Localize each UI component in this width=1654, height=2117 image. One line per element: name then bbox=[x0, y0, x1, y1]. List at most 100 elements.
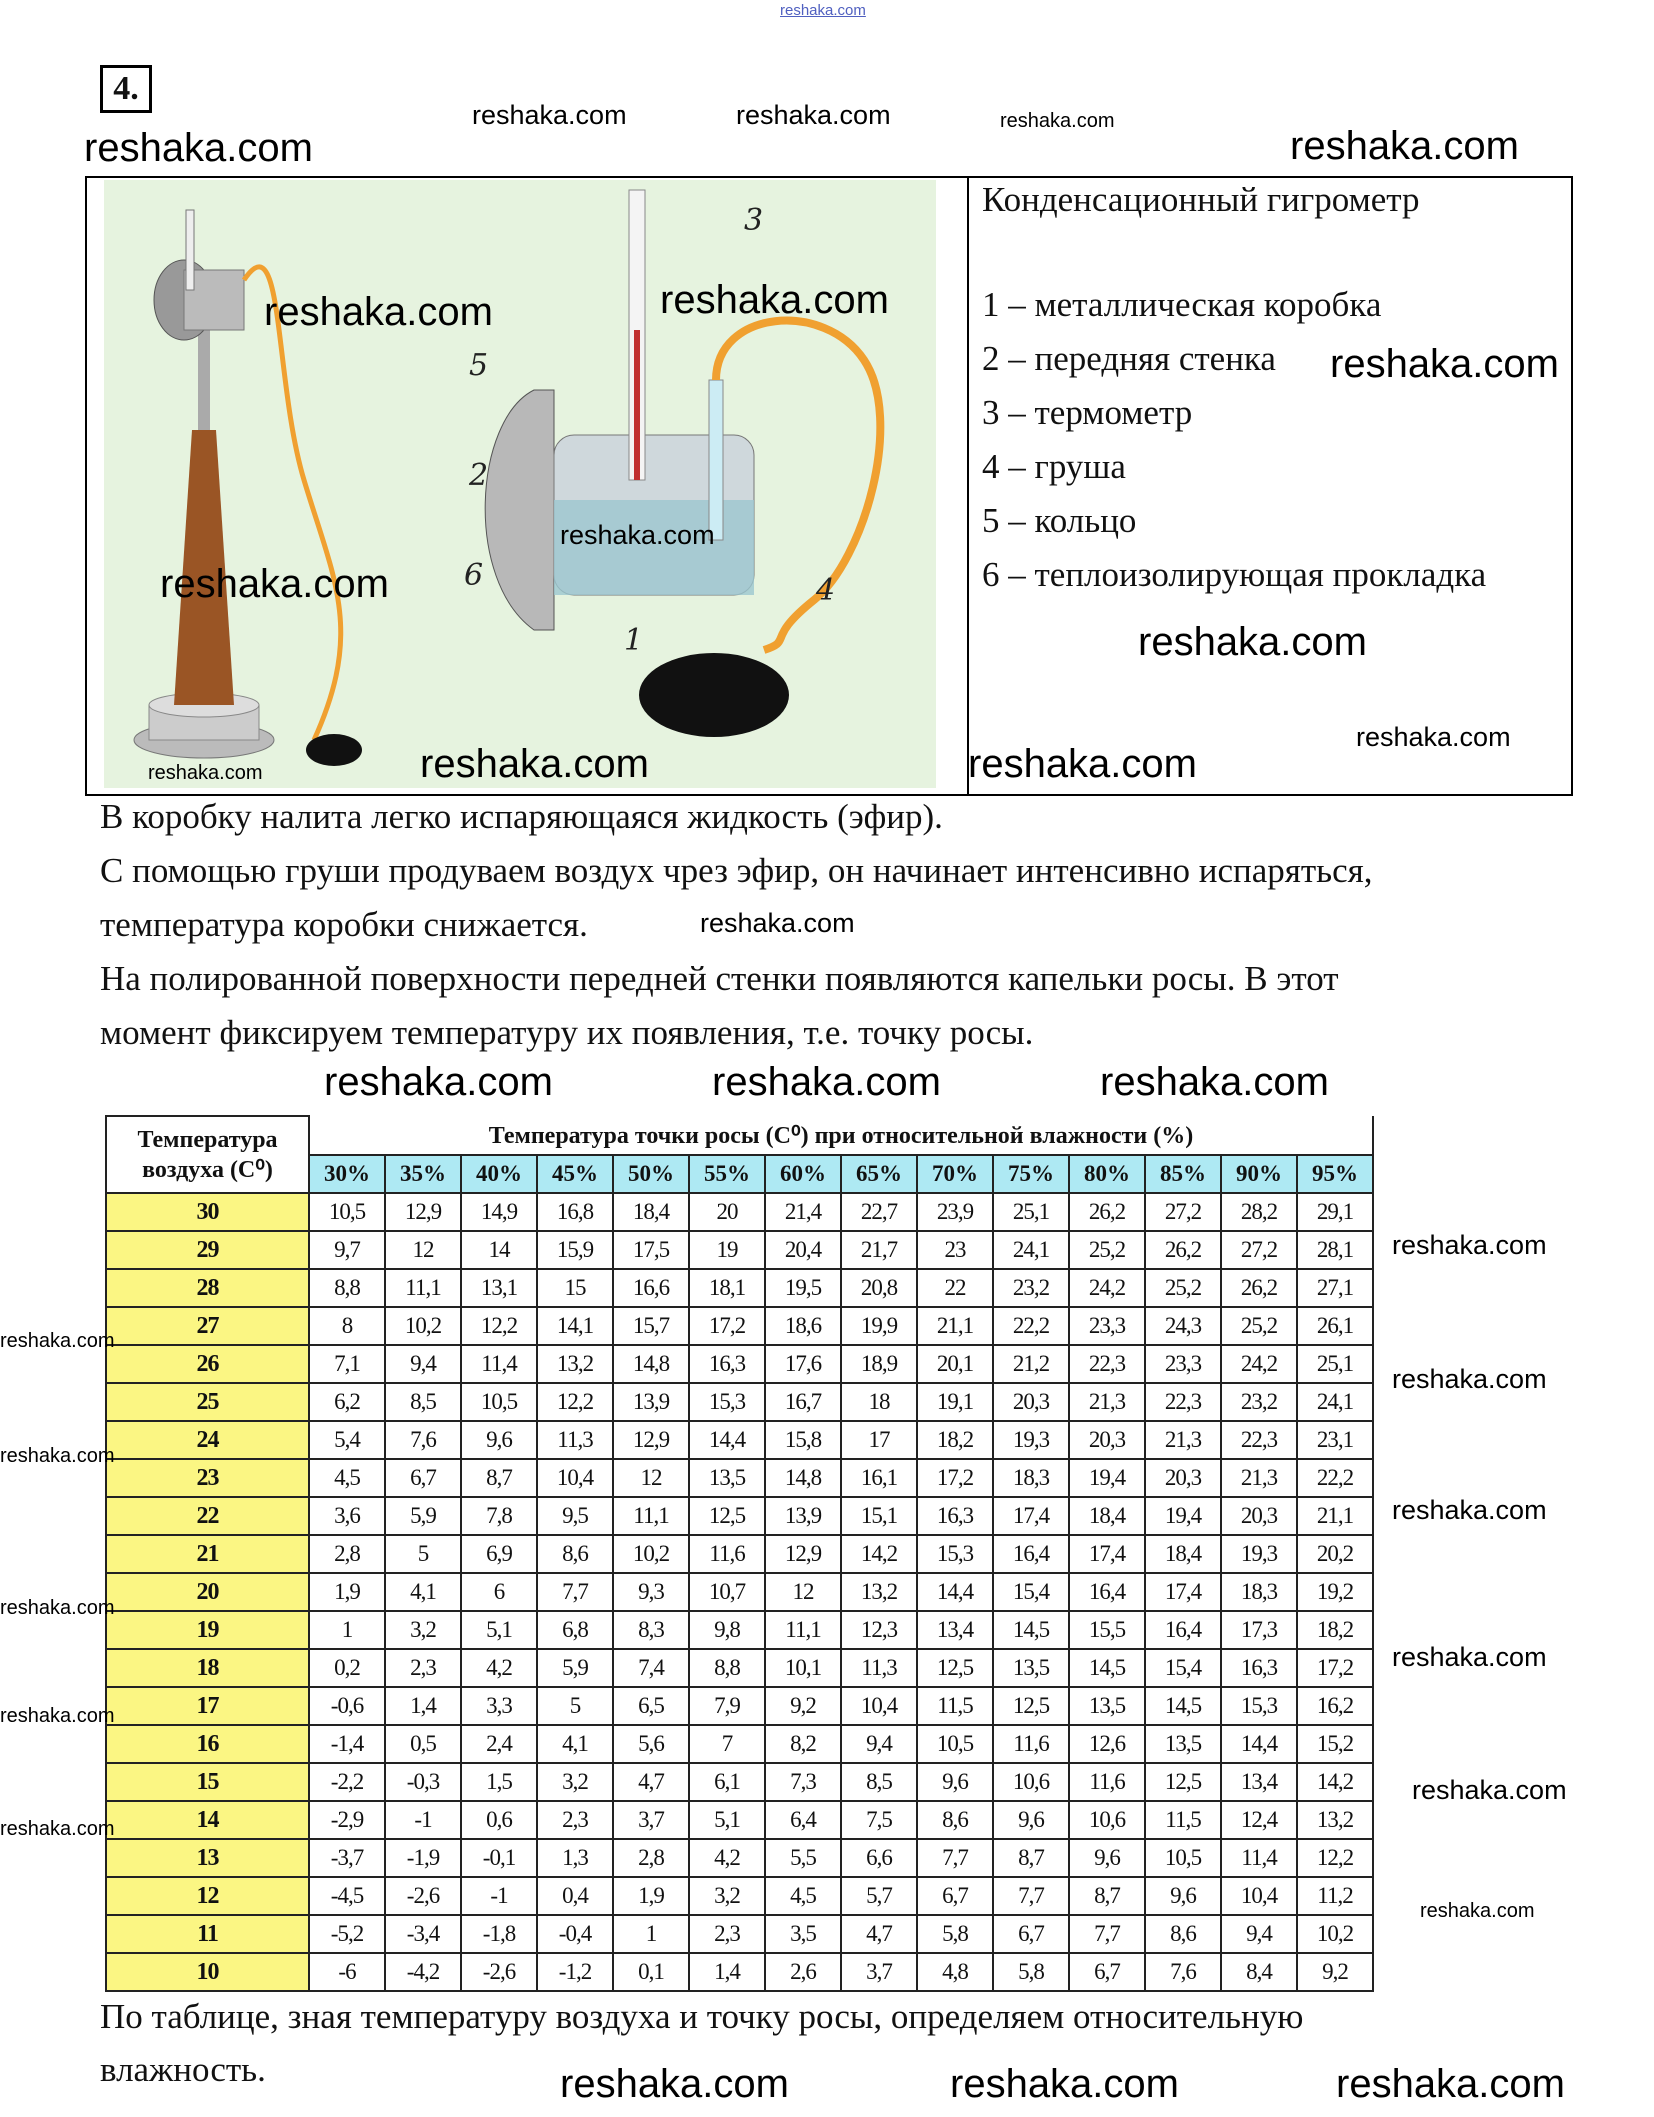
watermark: reshaka.com bbox=[660, 278, 889, 322]
dew-point-cell: 17,4 bbox=[992, 1496, 1070, 1536]
dew-point-cell: 8,7 bbox=[460, 1458, 538, 1498]
air-temp-header-line2: воздуха (С⁰) bbox=[142, 1156, 273, 1183]
dew-point-cell: 20,3 bbox=[992, 1382, 1070, 1422]
dew-point-cell: 7,8 bbox=[460, 1496, 538, 1536]
dew-point-cell: 23,2 bbox=[992, 1268, 1070, 1308]
dew-point-cell: -1,4 bbox=[308, 1724, 386, 1764]
dew-point-cell: 10,2 bbox=[612, 1534, 690, 1574]
dew-point-cell: -1 bbox=[460, 1876, 538, 1916]
dew-point-cell: 16,3 bbox=[688, 1344, 766, 1384]
dew-point-cell: 23,3 bbox=[1144, 1344, 1222, 1384]
dew-point-cell: 21,3 bbox=[1220, 1458, 1298, 1498]
dew-point-cell: 17,4 bbox=[1144, 1572, 1222, 1612]
dew-point-cell: 12,4 bbox=[1220, 1800, 1298, 1840]
dew-point-cell: -2,2 bbox=[308, 1762, 386, 1802]
dew-point-cell: 11,4 bbox=[460, 1344, 538, 1384]
dew-point-cell: 18,1 bbox=[688, 1268, 766, 1308]
table-row: 27 8 10,2 12,2 14,1 15,7 17,2 18,6 19,9 21,1 22,2 2… bbox=[105, 1306, 1374, 1346]
dew-point-cell: 9,6 bbox=[1068, 1838, 1146, 1878]
dew-point-cell: 16,2 bbox=[1296, 1686, 1374, 1726]
watermark: reshaka.com bbox=[950, 2062, 1179, 2106]
watermark: reshaka.com bbox=[160, 562, 389, 606]
watermark: reshaka.com bbox=[420, 742, 649, 786]
humidity-header: 95% bbox=[1296, 1154, 1374, 1194]
watermark: reshaka.com bbox=[0, 1445, 115, 1467]
dew-point-cell: 2,8 bbox=[612, 1838, 690, 1878]
dew-point-header: Температура точки росы (С⁰) при относите… bbox=[308, 1116, 1374, 1156]
dew-point-cell: 4,7 bbox=[612, 1762, 690, 1802]
dew-point-cell: 18,4 bbox=[612, 1192, 690, 1232]
dew-point-cell: 8,7 bbox=[992, 1838, 1070, 1878]
dew-point-cell: 22,3 bbox=[1144, 1382, 1222, 1422]
dew-point-cell: 4,1 bbox=[384, 1572, 462, 1612]
dew-point-cell: 19 bbox=[688, 1230, 766, 1270]
dew-point-cell: -1,8 bbox=[460, 1914, 538, 1954]
dew-point-cell: 18,2 bbox=[1296, 1610, 1374, 1650]
dew-point-cell: 17,6 bbox=[764, 1344, 842, 1384]
table-row: 13 -3,7 -1,9 -0,1 1,3 2,8 4,2 5,5 6,6 7,7 8,7 9,6 10… bbox=[105, 1838, 1374, 1878]
humidity-header: 55% bbox=[688, 1154, 766, 1194]
dew-point-cell: 16,4 bbox=[992, 1534, 1070, 1574]
dew-point-cell: 27,1 bbox=[1296, 1268, 1374, 1308]
dew-point-cell: 25,2 bbox=[1220, 1306, 1298, 1346]
dew-point-cell: 5,9 bbox=[536, 1648, 614, 1688]
dew-point-cell: 7,4 bbox=[612, 1648, 690, 1688]
dew-point-cell: 11,2 bbox=[1296, 1876, 1374, 1916]
dew-point-cell: 1,4 bbox=[384, 1686, 462, 1726]
dew-point-cell: -4,5 bbox=[308, 1876, 386, 1916]
table-row: 16 -1,4 0,5 2,4 4,1 5,6 7 8,2 9,4 10,5 11,6 12,6 13,… bbox=[105, 1724, 1374, 1764]
dew-point-cell: -4,2 bbox=[384, 1952, 462, 1992]
dew-point-cell: 16,3 bbox=[1220, 1648, 1298, 1688]
dew-point-cell: 9,7 bbox=[308, 1230, 386, 1270]
dew-point-cell: 13,2 bbox=[840, 1572, 918, 1612]
humidity-header: 50% bbox=[612, 1154, 690, 1194]
dew-point-cell: -3,7 bbox=[308, 1838, 386, 1878]
dew-point-cell: 13,5 bbox=[688, 1458, 766, 1498]
dew-point-cell: 2,6 bbox=[764, 1952, 842, 1992]
dew-point-cell: 6,4 bbox=[764, 1800, 842, 1840]
dew-point-cell: 14,8 bbox=[612, 1344, 690, 1384]
dew-point-cell: -5,2 bbox=[308, 1914, 386, 1954]
table-row: 21 2,8 5 6,9 8,6 10,2 11,6 12,9 14,2 15,3 16,4 17,4… bbox=[105, 1534, 1374, 1574]
dew-point-cell: -1,2 bbox=[536, 1952, 614, 1992]
dew-point-cell: 9,2 bbox=[764, 1686, 842, 1726]
dew-point-cell: 12,5 bbox=[992, 1686, 1070, 1726]
watermark: reshaka.com bbox=[1412, 1775, 1567, 1805]
dew-point-cell: 7,7 bbox=[992, 1876, 1070, 1916]
dew-point-cell: 9,2 bbox=[1296, 1952, 1374, 1992]
dew-point-cell: 17,5 bbox=[612, 1230, 690, 1270]
dew-point-cell: 18,2 bbox=[916, 1420, 994, 1460]
dew-point-cell: 10,5 bbox=[916, 1724, 994, 1764]
figure-frame bbox=[85, 176, 1573, 796]
dew-point-cell: 8,6 bbox=[536, 1534, 614, 1574]
dew-point-cell: 20 bbox=[688, 1192, 766, 1232]
humidity-header: 70% bbox=[916, 1154, 994, 1194]
dew-point-cell: 22 bbox=[916, 1268, 994, 1308]
dew-point-cell: 0,6 bbox=[460, 1800, 538, 1840]
dew-point-cell: 11,3 bbox=[536, 1420, 614, 1460]
dew-point-cell: 16,4 bbox=[1068, 1572, 1146, 1612]
dew-point-cell: 6,2 bbox=[308, 1382, 386, 1422]
watermark: reshaka.com bbox=[0, 1705, 115, 1727]
figure-label-5: 5 bbox=[469, 348, 488, 383]
watermark: reshaka.com bbox=[712, 1060, 941, 1104]
dew-point-cell: 18,4 bbox=[1144, 1534, 1222, 1574]
dew-point-cell: 14 bbox=[460, 1230, 538, 1270]
watermark: reshaka.com bbox=[0, 1818, 115, 1840]
dew-point-cell: 11,5 bbox=[1144, 1800, 1222, 1840]
dew-point-cell: 23,1 bbox=[1296, 1420, 1374, 1460]
dew-point-cell: 6,7 bbox=[916, 1876, 994, 1916]
dew-point-table: Температура воздуха (С⁰) Температура точ… bbox=[105, 1115, 1374, 1992]
dew-point-cell: 20,4 bbox=[764, 1230, 842, 1270]
legend-title: Конденсационный гигрометр bbox=[982, 180, 1420, 219]
table-row: 25 6,2 8,5 10,5 12,2 13,9 15,3 16,7 18 19,1 20,3 21… bbox=[105, 1382, 1374, 1422]
watermark: reshaka.com bbox=[1330, 342, 1559, 386]
dew-point-cell: 15,2 bbox=[1296, 1724, 1374, 1764]
dew-point-cell: 9,6 bbox=[992, 1800, 1070, 1840]
dew-point-cell: 15,8 bbox=[764, 1420, 842, 1460]
dew-point-cell: 7,1 bbox=[308, 1344, 386, 1384]
dew-point-cell: 7,3 bbox=[764, 1762, 842, 1802]
dew-point-cell: 20,3 bbox=[1144, 1458, 1222, 1498]
dew-point-cell: 10,2 bbox=[1296, 1914, 1374, 1954]
dew-point-cell: 20,2 bbox=[1296, 1534, 1374, 1574]
